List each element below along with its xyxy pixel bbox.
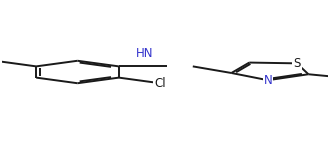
Text: Cl: Cl [154, 77, 166, 90]
Text: S: S [293, 57, 300, 70]
Text: N: N [264, 74, 272, 87]
Text: HN: HN [135, 47, 153, 60]
Text: Cl: Cl [0, 54, 1, 67]
